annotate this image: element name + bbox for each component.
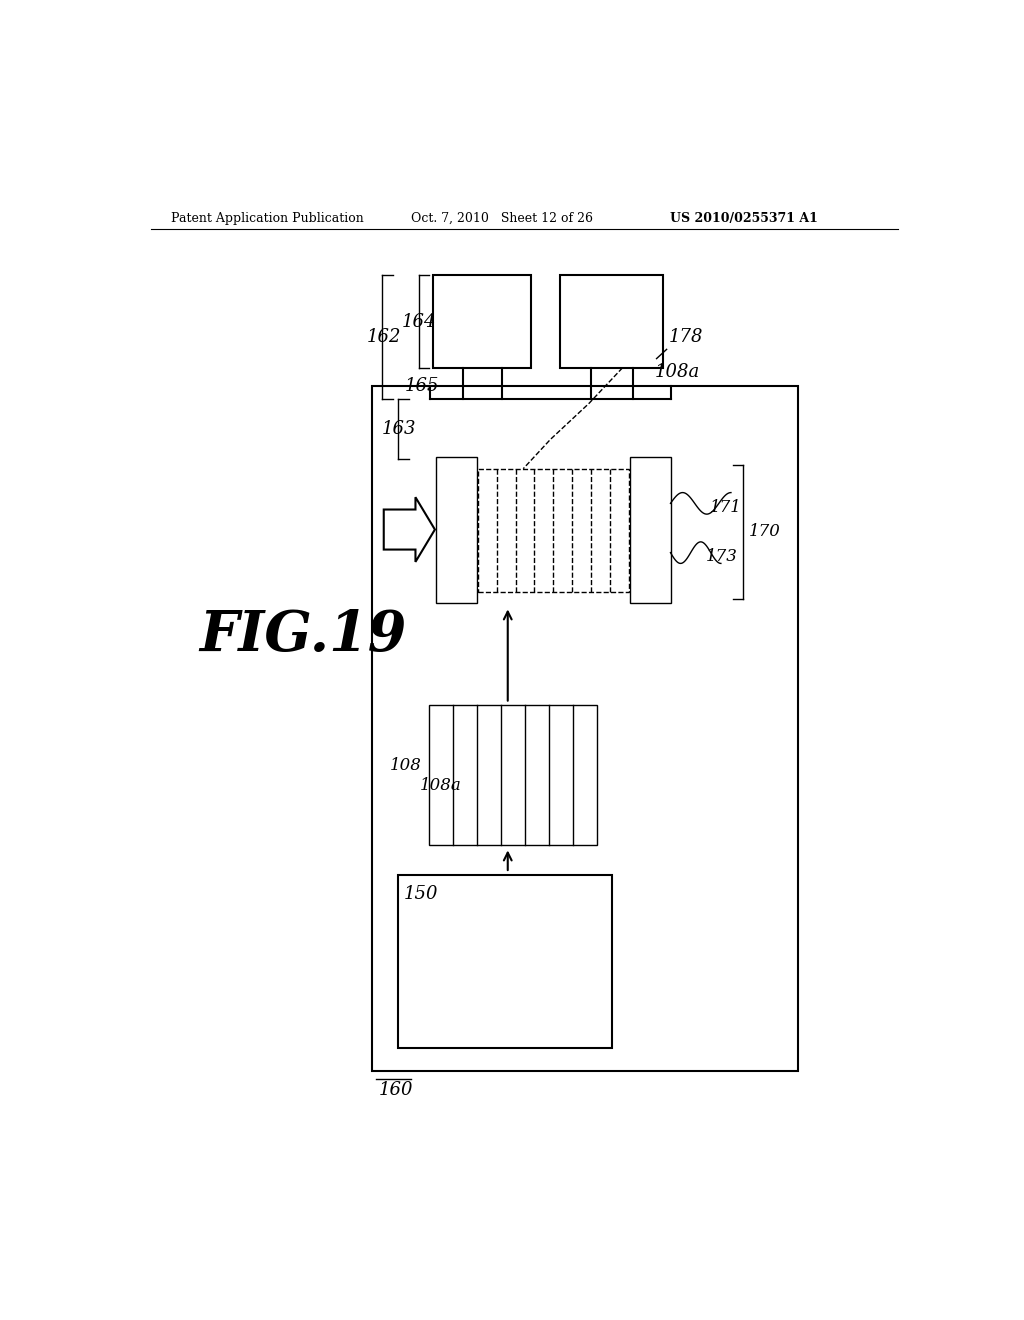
Bar — [477, 469, 630, 591]
Bar — [432, 276, 531, 368]
Bar — [560, 276, 663, 368]
Bar — [372, 385, 799, 1071]
Text: 178: 178 — [669, 329, 703, 346]
Text: Patent Application Publication: Patent Application Publication — [171, 213, 364, 224]
Text: 164: 164 — [401, 313, 436, 330]
Bar — [397, 874, 612, 1048]
Polygon shape — [384, 498, 435, 562]
Bar — [630, 457, 671, 603]
Text: 165: 165 — [404, 376, 439, 395]
Bar — [436, 457, 477, 603]
Text: US 2010/0255371 A1: US 2010/0255371 A1 — [671, 213, 818, 224]
Text: 170: 170 — [749, 523, 780, 540]
Text: 163: 163 — [382, 420, 417, 438]
Text: 108: 108 — [390, 758, 422, 775]
Text: 171: 171 — [710, 499, 742, 516]
Text: FIG.19: FIG.19 — [200, 609, 407, 664]
Text: 162: 162 — [367, 329, 401, 346]
Text: Oct. 7, 2010   Sheet 12 of 26: Oct. 7, 2010 Sheet 12 of 26 — [411, 213, 593, 224]
Bar — [429, 705, 597, 845]
Text: 108a: 108a — [420, 777, 461, 795]
Text: 150: 150 — [403, 884, 438, 903]
Text: 108a: 108a — [655, 363, 700, 381]
Text: 173: 173 — [706, 548, 737, 565]
Text: 160: 160 — [378, 1081, 413, 1100]
